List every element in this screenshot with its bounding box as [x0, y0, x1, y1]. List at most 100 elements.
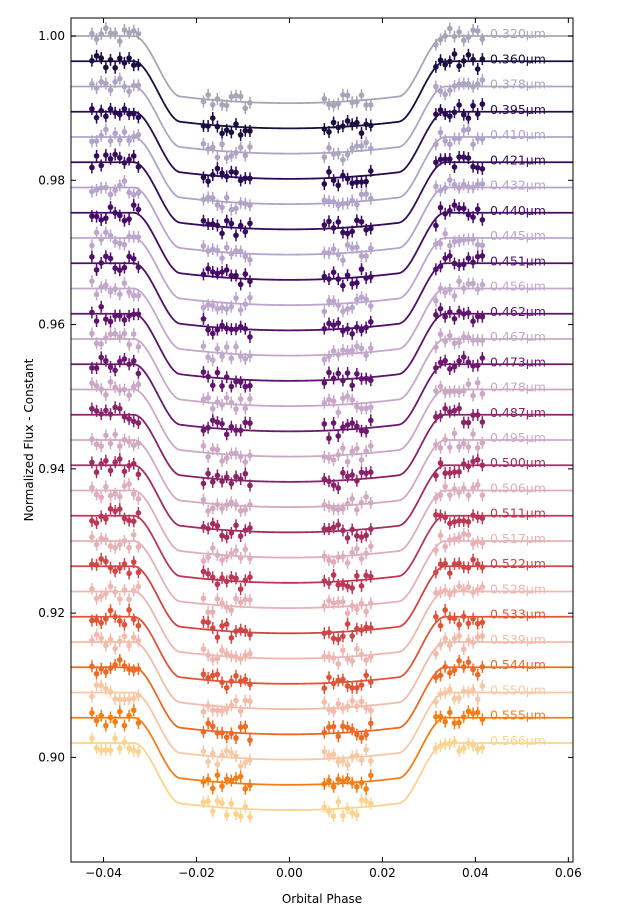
data-point — [349, 546, 356, 559]
wavelength-label: 0.421μm — [490, 152, 546, 167]
data-point — [135, 261, 142, 274]
data-point — [456, 202, 462, 215]
data-point — [479, 249, 486, 262]
data-point — [321, 696, 328, 709]
data-point — [214, 652, 221, 665]
data-point — [465, 705, 472, 718]
data-point — [200, 439, 207, 452]
data-point — [135, 492, 142, 505]
data-point — [237, 652, 244, 665]
data-point — [126, 567, 132, 580]
data-point — [112, 715, 118, 728]
data-point — [437, 380, 444, 393]
data-point — [326, 749, 332, 762]
data-point — [130, 150, 137, 163]
data-point — [112, 487, 118, 500]
data-point — [98, 532, 105, 545]
data-point — [247, 449, 253, 462]
data-point — [321, 417, 328, 430]
model-curve — [71, 186, 573, 256]
data-point — [209, 402, 216, 415]
data-point — [354, 700, 360, 713]
data-point — [340, 644, 346, 657]
data-point — [242, 543, 249, 556]
model-curve — [71, 211, 573, 281]
data-point — [228, 217, 235, 230]
data-point — [98, 300, 105, 313]
data-point — [335, 578, 342, 591]
data-point — [237, 760, 244, 773]
data-point — [358, 453, 365, 466]
data-point — [335, 795, 342, 808]
data-point — [242, 298, 249, 311]
data-point — [214, 631, 221, 644]
data-point — [107, 561, 114, 574]
data-point — [107, 188, 114, 201]
data-point — [112, 693, 118, 706]
data-point — [368, 439, 374, 452]
data-point — [214, 592, 221, 605]
data-point — [200, 725, 207, 738]
data-point — [456, 465, 462, 478]
data-point — [437, 409, 444, 422]
data-point — [209, 502, 216, 515]
data-point — [242, 782, 249, 795]
data-point — [112, 127, 118, 140]
data-point — [470, 389, 476, 402]
data-point — [442, 386, 448, 399]
wavelength-label: 0.522μm — [490, 556, 546, 571]
data-point — [247, 172, 253, 185]
data-point — [363, 794, 369, 807]
data-point — [479, 616, 486, 629]
data-point — [135, 230, 142, 243]
y-tick-label: 0.98 — [38, 173, 65, 187]
data-point — [223, 371, 230, 384]
data-point — [117, 264, 123, 277]
data-point — [354, 400, 360, 413]
data-point — [200, 520, 207, 533]
data-point — [330, 372, 337, 385]
data-point — [460, 458, 467, 471]
data-point — [433, 138, 439, 151]
data-point — [228, 90, 235, 103]
data-point — [344, 607, 351, 620]
data-point — [344, 653, 351, 666]
data-point — [442, 310, 448, 323]
data-point — [233, 625, 239, 638]
data-point — [326, 594, 332, 607]
data-point — [121, 693, 128, 706]
data-point — [456, 99, 462, 112]
data-point — [358, 466, 365, 479]
data-point — [130, 704, 137, 717]
data-point — [126, 693, 132, 706]
data-point — [479, 436, 486, 449]
data-point — [330, 395, 337, 408]
data-point — [242, 197, 249, 210]
data-point — [209, 653, 216, 666]
data-point — [358, 249, 365, 262]
data-point — [223, 618, 230, 631]
data-point — [358, 648, 365, 661]
data-point — [470, 739, 476, 752]
data-point — [437, 710, 444, 723]
data-point — [358, 579, 365, 592]
data-point — [437, 54, 444, 67]
data-point — [228, 396, 235, 409]
data-point — [103, 22, 109, 35]
wavelength-label: 0.445μm — [490, 228, 546, 243]
data-point — [451, 717, 458, 730]
data-point — [456, 132, 462, 145]
data-point — [479, 178, 486, 191]
data-point — [209, 475, 216, 488]
data-point — [242, 649, 249, 662]
data-point — [121, 383, 128, 396]
data-point — [103, 61, 109, 74]
data-point — [335, 596, 342, 609]
model-curve — [71, 136, 573, 206]
data-point — [93, 628, 100, 641]
data-point — [344, 700, 351, 713]
data-point — [344, 269, 351, 282]
data-point — [358, 291, 365, 304]
data-point — [340, 775, 346, 788]
data-point — [326, 366, 332, 379]
